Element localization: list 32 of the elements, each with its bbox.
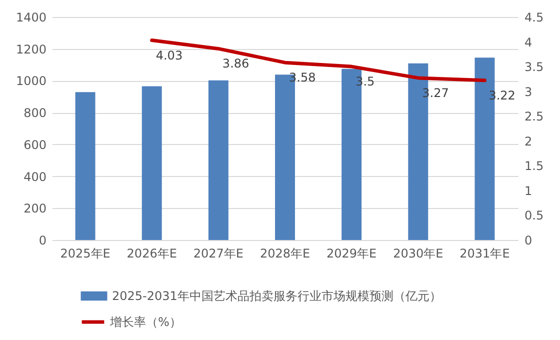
x-tick-label: 2028年E [260, 246, 310, 260]
x-tick-label: 2027年E [193, 246, 244, 260]
y-tick-label: 800 [24, 106, 46, 120]
x-tick-label: 2029年E [326, 246, 377, 260]
legend-label: 2025-2031年中国艺术品拍卖服务行业市场规模预测（亿元） [112, 289, 442, 303]
y-tick-label: 1000 [16, 74, 46, 88]
x-tick-label: 2031年E [460, 246, 510, 260]
bar [75, 92, 96, 240]
y2-tick-label: 4 [524, 35, 532, 50]
y-tick-label: 600 [24, 138, 46, 152]
y-tick-label: 200 [24, 202, 46, 216]
y2-tick-label: 3 [524, 84, 532, 99]
y2-tick-label: 2 [524, 134, 532, 148]
bar [142, 86, 162, 240]
y-tick-label: 400 [24, 170, 46, 184]
data-label: 3.86 [222, 56, 250, 71]
data-label: 4.03 [156, 48, 183, 62]
legend-label: 增长率（%） [109, 315, 182, 329]
y-tick-label: 1200 [16, 42, 46, 56]
y-tick-label: 1400 [16, 10, 46, 24]
x-tick-label: 2030年E [393, 246, 444, 260]
y2-tick-label: 3.5 [524, 60, 544, 74]
y2-tick-label: 0 [524, 234, 532, 248]
y-tick-label: 0 [38, 234, 46, 248]
y2-tick-label: 1.5 [524, 159, 544, 174]
y2-tick-label: 4.5 [524, 10, 544, 24]
y2-tick-label: 1 [524, 184, 532, 198]
x-tick-label: 2025年E [60, 246, 110, 260]
bar [208, 80, 228, 240]
y2-tick-label: 0.5 [524, 208, 544, 223]
y2-tick-label: 2.5 [524, 110, 544, 124]
x-tick-label: 2026年E [126, 246, 177, 260]
